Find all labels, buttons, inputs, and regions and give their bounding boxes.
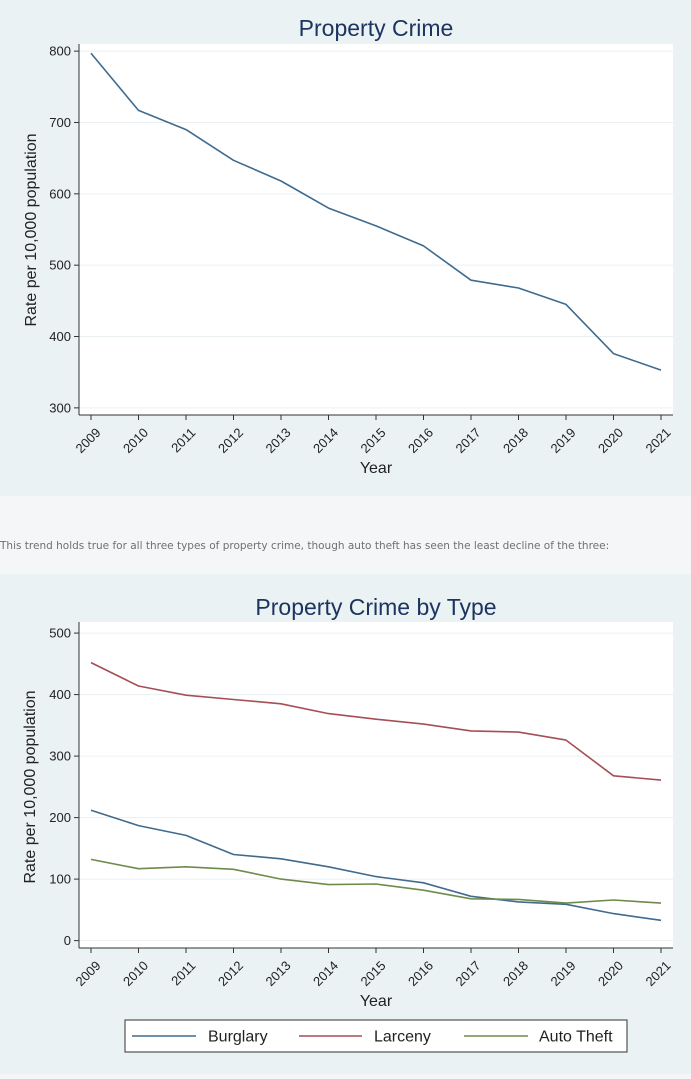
y-axis-title: Rate per 10,000 population <box>23 133 40 326</box>
x-tick-label: 2010 <box>120 425 151 456</box>
x-tick-label: 2009 <box>72 958 103 989</box>
x-tick-label: 2019 <box>547 425 578 456</box>
y-tick-label: 300 <box>49 400 71 415</box>
plot-area <box>79 622 673 948</box>
series-line-auto-theft <box>90 858 662 904</box>
y-tick-label: 700 <box>49 115 71 130</box>
x-tick-label: 2017 <box>452 958 483 989</box>
legend-label-auto-theft: Auto Theft <box>539 1029 613 1046</box>
legend-label-larceny: Larceny <box>374 1029 431 1046</box>
y-tick-label: 100 <box>49 872 71 887</box>
chart-title: Property Crime by Type <box>255 594 496 620</box>
chart-title: Property Crime <box>299 15 454 41</box>
legend-box <box>124 1019 628 1053</box>
x-tick-label: 2012 <box>215 425 246 456</box>
y-tick-label: 0 <box>64 933 71 948</box>
x-tick-label: 2017 <box>452 425 483 456</box>
x-tick-label: 2019 <box>547 958 578 989</box>
y-tick-label: 200 <box>49 810 71 825</box>
x-axis-title: Year <box>360 460 393 477</box>
y-tick-label: 600 <box>49 186 71 201</box>
y-axis-title: Rate per 10,000 population <box>22 690 39 883</box>
x-tick-label: 2018 <box>500 425 531 456</box>
property-crime-chart: 300 400 500 600 700 800 2009 2010 2011 2012 2013 20… <box>23 15 674 477</box>
x-tick-label: 2020 <box>595 958 626 989</box>
y-tick-label: 300 <box>49 749 71 764</box>
y-tick-label: 400 <box>49 329 71 344</box>
property-crime-by-type-chart-panel: 0 100 200 300 400 500 2009 2010 2011 2012 2013 2014… <box>0 574 691 1074</box>
y-tick-label: 500 <box>49 258 71 273</box>
y-tick-label: 800 <box>49 44 71 59</box>
x-tick-label: 2015 <box>357 958 388 989</box>
plot-area <box>79 44 673 415</box>
x-tick-label: 2021 <box>642 425 673 456</box>
x-tick-label: 2016 <box>405 425 436 456</box>
series-line-burglary <box>90 809 662 922</box>
x-tick-label: 2018 <box>500 958 531 989</box>
x-tick-label: 2015 <box>357 425 388 456</box>
x-tick-label: 2014 <box>310 958 341 989</box>
series-line <box>90 52 662 371</box>
x-tick-label: 2013 <box>262 425 293 456</box>
y-tick-label: 500 <box>49 626 71 641</box>
x-tick-label: 2013 <box>262 958 293 989</box>
x-tick-label: 2010 <box>120 958 151 989</box>
x-axis-title: Year <box>360 993 393 1010</box>
property-crime-by-type-chart: 0 100 200 300 400 500 2009 2010 2011 2012 2013 2014… <box>22 594 674 1053</box>
caption-text: This trend holds true for all three type… <box>0 540 610 552</box>
legend-label-burglary: Burglary <box>208 1029 268 1046</box>
x-tick-label: 2021 <box>642 958 673 989</box>
x-tick-label: 2009 <box>72 425 103 456</box>
x-tick-label: 2012 <box>215 958 246 989</box>
x-tick-label: 2014 <box>310 425 341 456</box>
x-tick-label: 2020 <box>595 425 626 456</box>
property-crime-chart-panel: 300 400 500 600 700 800 2009 2010 2011 2012 2013 20… <box>0 0 691 496</box>
x-tick-label: 2011 <box>168 425 198 455</box>
x-tick-label: 2016 <box>405 958 436 989</box>
series-line-larceny <box>90 661 662 781</box>
x-tick-label: 2011 <box>168 958 198 988</box>
y-tick-label: 400 <box>49 687 71 702</box>
